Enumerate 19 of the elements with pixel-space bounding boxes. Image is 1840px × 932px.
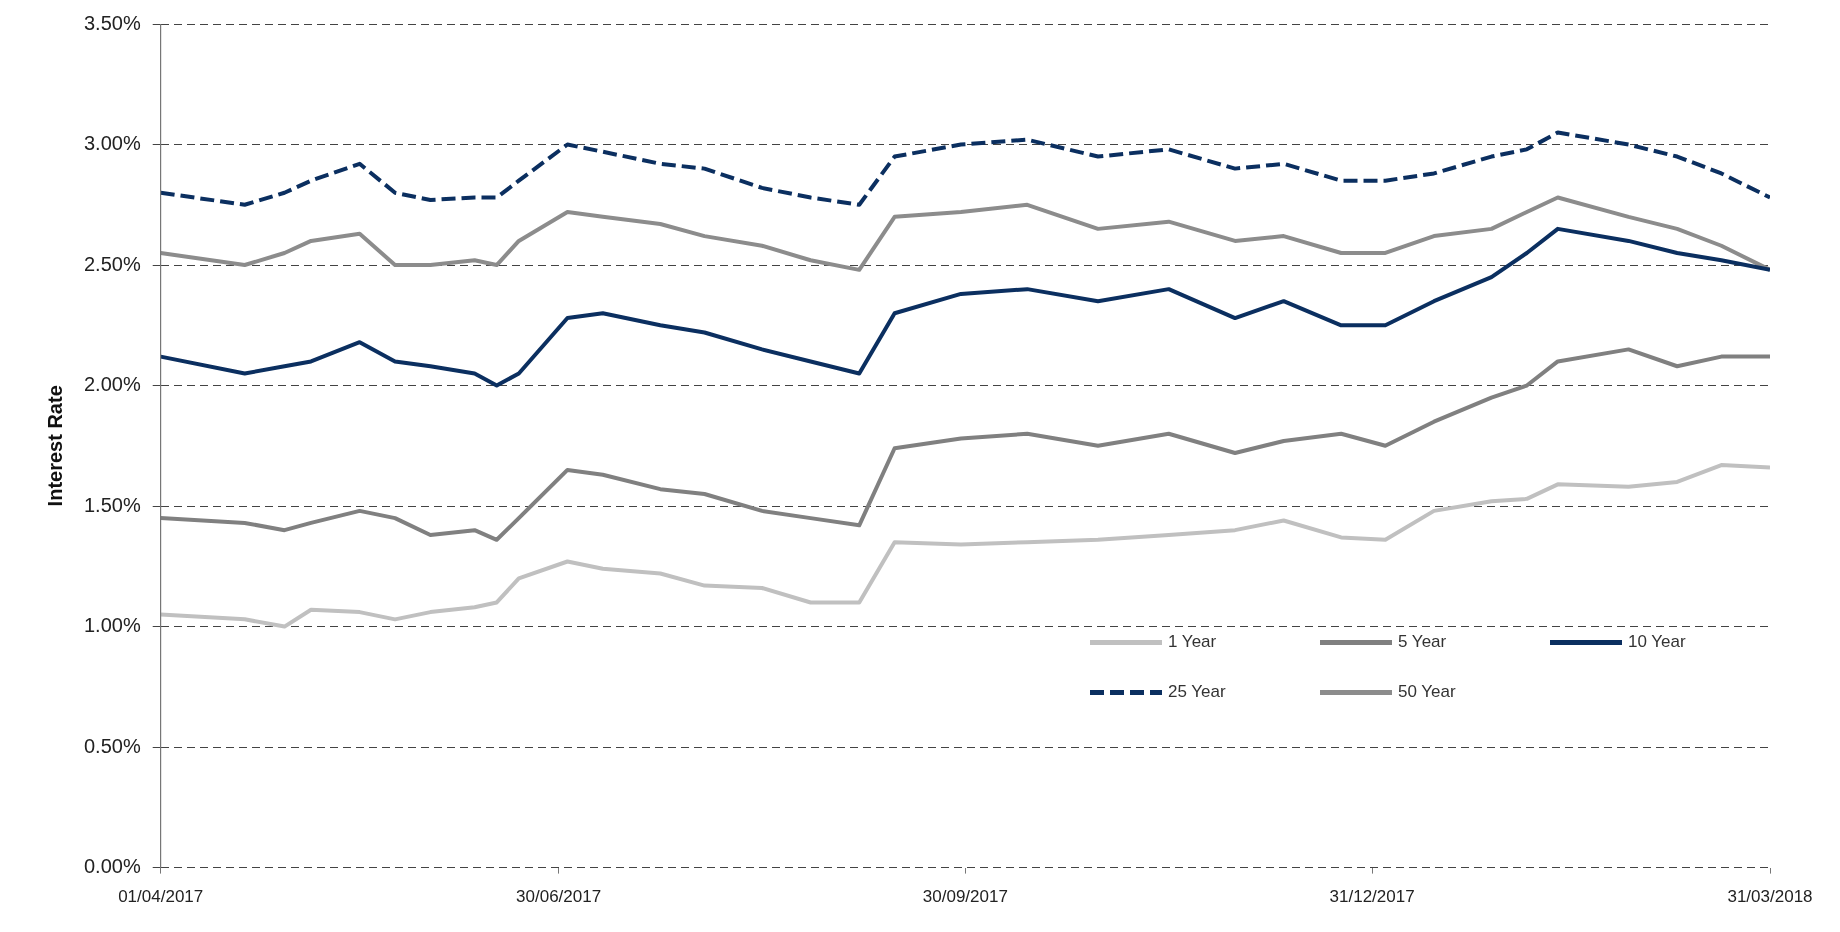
- legend-label: 5 Year: [1398, 632, 1447, 652]
- x-tick-label: 30/06/2017: [516, 887, 602, 907]
- y-tick-label: 2.00%: [83, 373, 141, 396]
- y-tick-label: 1.00%: [83, 614, 141, 637]
- y-axis-title: Interest Rate: [43, 385, 66, 507]
- legend-label: 1 Year: [1168, 632, 1217, 652]
- legend-label: 25 Year: [1168, 682, 1226, 702]
- y-tick-label: 3.00%: [83, 132, 141, 155]
- x-tick-label: 31/12/2017: [1329, 887, 1415, 907]
- legend-label: 50 Year: [1398, 682, 1456, 702]
- y-tick-label: 2.50%: [83, 252, 141, 275]
- y-tick-label: 0.00%: [83, 855, 141, 878]
- x-tick-label: 01/04/2017: [118, 887, 204, 907]
- y-tick-label: 3.50%: [83, 11, 141, 34]
- legend-label: 10 Year: [1628, 632, 1686, 652]
- x-tick-label: 30/09/2017: [922, 887, 1008, 907]
- y-tick-label: 0.50%: [83, 734, 141, 757]
- x-tick-label: 31/03/2018: [1727, 887, 1813, 907]
- y-tick-label: 1.50%: [83, 493, 141, 516]
